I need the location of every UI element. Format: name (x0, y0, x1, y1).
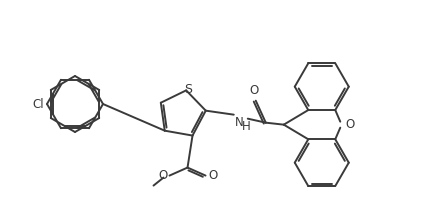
Text: Cl: Cl (33, 98, 44, 111)
Text: N: N (235, 116, 244, 129)
Text: O: O (345, 118, 355, 131)
Text: H: H (242, 120, 251, 133)
Text: O: O (209, 169, 218, 182)
Text: O: O (158, 169, 168, 182)
Text: S: S (184, 83, 192, 96)
Text: O: O (249, 84, 258, 97)
